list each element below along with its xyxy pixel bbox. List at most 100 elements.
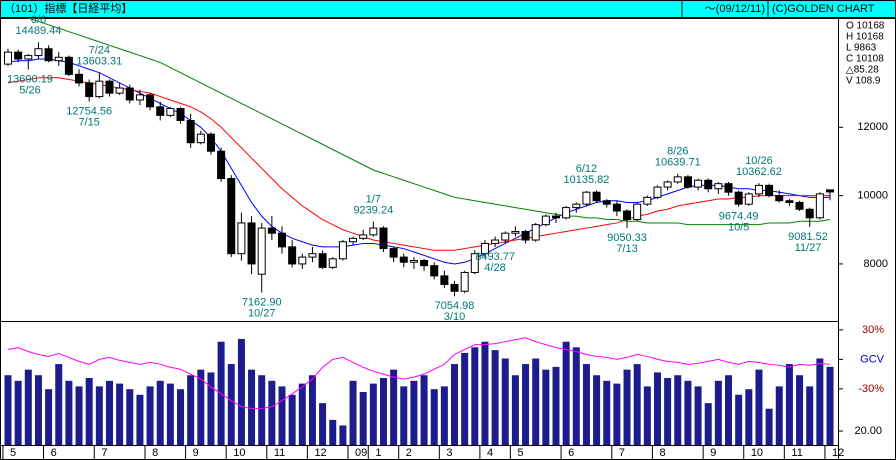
volume-bar: [572, 347, 580, 445]
x-tick-label: 10: [233, 447, 245, 459]
volume-bar: [603, 380, 611, 445]
y2-tick-label: -30%: [858, 383, 884, 395]
candle-body: [643, 196, 652, 205]
volume-layer: [4, 337, 834, 445]
candle-body: [470, 253, 479, 273]
candle-body: [480, 242, 489, 255]
volume-bar: [633, 364, 641, 445]
volume-bar: [329, 419, 337, 445]
volume-bar: [319, 403, 327, 445]
volume-bar: [177, 389, 185, 445]
info-line: V 108.9: [846, 76, 881, 87]
candle-body: [653, 186, 662, 198]
volume-bar: [136, 394, 144, 445]
x-tick-label: 2: [406, 447, 412, 459]
volume-bar: [24, 369, 32, 445]
candle-body: [602, 200, 611, 205]
candle-body: [186, 119, 195, 144]
moving-average: [7, 77, 830, 251]
candle-body: [754, 184, 763, 195]
volume-bar: [95, 386, 103, 445]
annotation-date: 10/27: [248, 307, 276, 319]
info-line: H 10168: [846, 32, 884, 43]
volume-bar: [258, 375, 266, 445]
candle-body: [247, 222, 256, 265]
annotation-value: 10135.82: [563, 174, 609, 186]
volume-bar: [664, 378, 672, 445]
candle-body: [775, 195, 784, 202]
volume-bar: [268, 380, 276, 445]
volume-bar: [674, 375, 682, 445]
candle-body: [389, 248, 398, 258]
annotation-value: 13603.31: [76, 55, 122, 67]
volume-bar: [14, 380, 22, 445]
volume-bar: [582, 364, 590, 445]
candle-body: [328, 258, 337, 268]
volume-bar: [775, 386, 783, 445]
volume-bar: [593, 375, 601, 445]
candle-body: [724, 183, 733, 193]
candle-body: [704, 179, 713, 190]
volume-bar: [440, 386, 448, 445]
annotation-date: 7/13: [616, 243, 637, 255]
volume-bar: [146, 386, 154, 445]
annotation-date: 7/24: [89, 44, 110, 56]
x-tick-label: 8: [152, 447, 158, 459]
annotation-value: 9674.49: [719, 211, 759, 223]
candle-body: [420, 260, 429, 267]
candle-body: [440, 275, 449, 285]
annotation-value: 9239.24: [353, 205, 393, 217]
volume-bar: [339, 425, 347, 445]
candle-body: [663, 181, 672, 188]
candle-body: [491, 239, 500, 244]
volume-bar: [745, 389, 753, 445]
volume-bar: [785, 364, 793, 445]
chart-title: （101）指標【日経平均】: [4, 1, 132, 15]
volume-bar: [552, 366, 560, 445]
annotation-value: 9050.33: [607, 232, 647, 244]
info-line: C 10108: [846, 54, 884, 65]
volume-bar: [349, 380, 357, 445]
annotation-date: 6/6: [31, 14, 46, 26]
candle-body: [734, 191, 743, 205]
volume-bar: [613, 383, 621, 445]
volume-bar: [45, 389, 53, 445]
x-tick-label: 5: [517, 447, 523, 459]
candle-body: [501, 232, 510, 241]
volume-bar: [65, 380, 73, 445]
candle-body: [592, 191, 601, 202]
candle-body: [623, 210, 632, 221]
annotation-date: 10/5: [728, 222, 749, 234]
volume-bar: [298, 383, 306, 445]
candle-body: [521, 230, 530, 241]
x-tick-label: 8: [659, 447, 665, 459]
candle-body: [460, 271, 469, 292]
volume-bar: [410, 380, 418, 445]
moving-average: [7, 58, 830, 265]
candle-body: [359, 234, 368, 239]
candle-body: [714, 183, 723, 190]
info-line: O 10168: [846, 21, 885, 32]
x-tick-label: 7: [101, 447, 107, 459]
volume-bar: [34, 375, 42, 445]
volume-bar: [207, 372, 215, 445]
volume-bar: [105, 380, 113, 445]
volume-bar: [714, 380, 722, 445]
annotation-date: 3/10: [444, 311, 465, 323]
volume-bar: [501, 358, 509, 445]
candle-body: [206, 133, 215, 152]
candle-body: [450, 283, 459, 292]
annotation-date: 10/26: [745, 155, 773, 167]
candle-body: [125, 87, 134, 101]
volume-bar: [623, 369, 631, 445]
candle-body: [14, 51, 23, 60]
volume-bar: [55, 364, 63, 445]
annotation-date: 5/26: [19, 84, 40, 96]
annotation-value: 8493.77: [475, 251, 515, 263]
x-tick-label: 9: [193, 447, 199, 459]
volume-bar: [4, 375, 12, 445]
y-tick-label: 12000: [857, 121, 888, 133]
volume-bar: [522, 364, 530, 445]
price-layer: [4, 18, 834, 297]
